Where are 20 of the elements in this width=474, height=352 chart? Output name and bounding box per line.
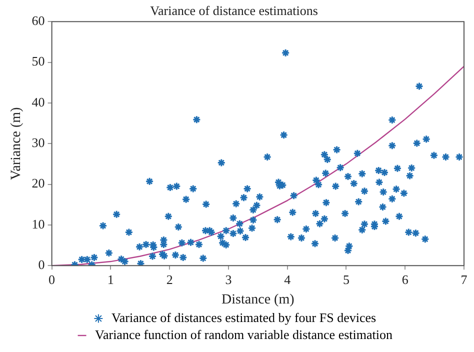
x-tick-label: 1 xyxy=(107,272,114,287)
x-axis-title: Distance (m) xyxy=(222,292,295,308)
x-tick-label: 2 xyxy=(166,272,173,287)
y-tick-label: 10 xyxy=(32,216,45,232)
y-tick-label: 40 xyxy=(32,94,45,110)
x-tick-label: 0 xyxy=(48,272,56,287)
x-tick-label: 7 xyxy=(460,272,468,287)
y-axis-title: Variance (m) xyxy=(9,106,24,180)
x-tick-label: 3 xyxy=(225,272,232,287)
x-tick-label: 5 xyxy=(342,272,350,287)
y-tick-label: 60 xyxy=(32,13,45,28)
y-tick-label: 50 xyxy=(32,54,45,69)
chart-title: Variance of distance estimations xyxy=(150,3,318,18)
legend-label: Variance of distances estimated by four FS devices xyxy=(111,310,376,325)
x-tick-label: 6 xyxy=(402,272,409,287)
y-tick-label: 30 xyxy=(32,135,45,150)
legend-label: Variance function of random variable distance estimation xyxy=(95,326,393,342)
x-tick-label: 4 xyxy=(284,272,292,287)
y-tick-label: 0 xyxy=(38,257,45,272)
y-tick-label: 20 xyxy=(32,176,45,191)
